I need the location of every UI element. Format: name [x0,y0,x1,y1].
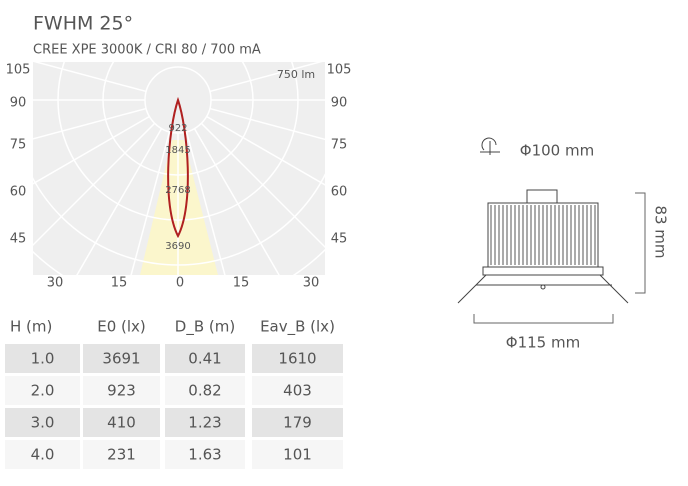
table-cell [252,344,343,373]
table-cell [165,440,245,469]
dim-bottom-label: Φ115 mm [506,334,580,352]
table-value: 3691 [102,350,140,368]
lamp-flange [482,266,604,276]
table-value: 1.63 [188,446,221,464]
table-value: 3.0 [31,414,55,432]
polar-grid [33,62,325,275]
angle-label: 75 [10,138,27,153]
table-header: D_B (m) [175,318,235,337]
dim-height [635,192,646,294]
polar-ray [76,128,163,275]
table-cell [83,376,160,405]
table-value: 4.0 [31,446,55,464]
table-cell [252,440,343,469]
angle-label: 105 [327,63,352,78]
polar-ray [206,115,325,186]
table-cell [5,408,80,437]
distance-label: 30 [303,276,320,291]
table-value: 101 [283,446,312,464]
distance-label: 15 [233,276,250,291]
ring-label: 3690 [165,241,190,252]
table-value: 179 [283,414,312,432]
polar-ray [130,131,171,275]
polar-ray [33,62,147,93]
polar-ray [209,62,323,93]
table-cell [83,440,160,469]
table-cell [5,440,80,469]
polar-ray [33,122,156,247]
distance-label: 30 [47,276,64,291]
table-value: 1.23 [188,414,221,432]
ring-label: 922 [168,123,187,134]
table-cell [5,376,80,405]
table-value: 1610 [278,350,316,368]
table-header: H (m) [10,318,52,336]
title: FWHM 25° [33,13,133,35]
lamp-drawing [457,137,646,324]
dim-top-label: Φ100 mm [520,142,594,160]
dim-bottom [473,314,614,324]
angle-label: 60 [331,185,348,200]
polar-ray [33,107,147,140]
table-value: 923 [107,382,136,400]
rotate-icon [480,137,500,155]
table: H (m) E0 (lx) D_B (m) Eav_B (lx) 1.0 3691 0.41… [5,318,343,469]
table-value: 0.82 [188,382,221,400]
subtitle: CREE XPE 3000K / CRI 80 / 700 mA [33,43,261,58]
polar-ray [209,107,325,141]
ring-label: 2768 [165,185,190,196]
table-header: E0 (lx) [97,318,146,336]
table-cell [83,344,160,373]
distance-label: 15 [111,276,128,291]
angle-label: 45 [10,232,27,247]
table-value: 403 [283,382,312,400]
intensity-curve [167,96,189,239]
angle-label: 60 [10,185,27,200]
angle-label: 90 [10,96,27,111]
beam-cone [140,140,218,275]
angle-label: 105 [6,63,31,78]
table-cell [83,408,160,437]
angle-label: 90 [331,96,348,111]
polar-ray [185,131,226,275]
table-value: 410 [107,414,136,432]
ring-label: 1845 [165,145,190,156]
table-cell [252,376,343,405]
polar-ray [200,122,325,249]
table-cell [252,408,343,437]
table-value: 2.0 [31,382,55,400]
table-value: 0.41 [188,350,221,368]
lamp-screw [540,284,546,290]
table-cell [165,408,245,437]
table-value: 1.0 [31,350,55,368]
table-value: 231 [107,446,136,464]
table-cell [165,344,245,373]
flux-label: 750 lm [277,68,315,81]
table-cell [165,376,245,405]
angle-label: 75 [331,138,348,153]
distance-label: 0 [176,276,184,291]
dim-height-label: 83 mm [652,205,670,258]
table-header: Eav_B (lx) [260,318,335,337]
polar-ray [193,128,280,275]
polar-ray [33,115,150,185]
angle-label: 45 [331,232,348,247]
lamp-cap [526,189,558,204]
table-cell [5,344,80,373]
